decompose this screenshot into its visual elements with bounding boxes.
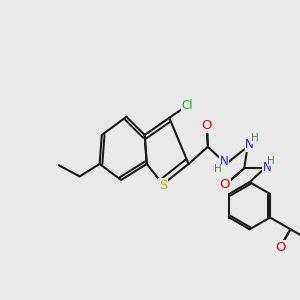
Text: H: H (267, 156, 275, 166)
Text: N: N (220, 155, 228, 168)
Text: N: N (245, 138, 254, 151)
Text: H: H (214, 164, 221, 174)
Text: O: O (202, 119, 212, 132)
Text: H: H (251, 133, 259, 143)
Text: O: O (276, 241, 286, 254)
Text: N: N (262, 160, 271, 174)
Text: Cl: Cl (182, 99, 194, 112)
Text: O: O (220, 178, 230, 191)
Text: S: S (159, 179, 167, 192)
